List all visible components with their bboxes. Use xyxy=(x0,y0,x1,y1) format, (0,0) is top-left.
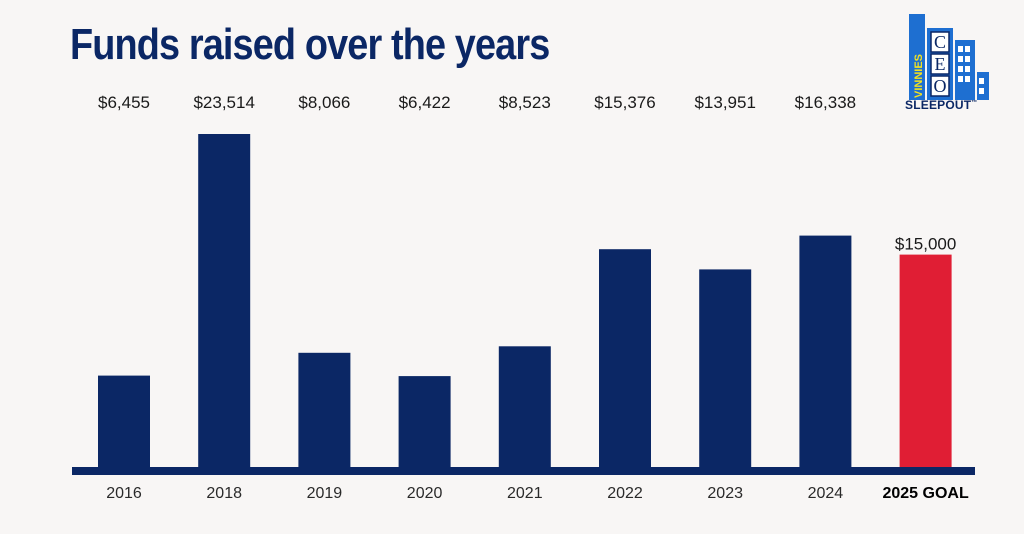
logo-windows xyxy=(958,46,984,94)
logo-letter-e: E xyxy=(935,54,946,74)
logo-letter-box-e xyxy=(930,53,950,75)
logo-letter-c: C xyxy=(934,32,946,52)
vinnies-ceo-sleepout-logo: C E O VINNIES xyxy=(909,14,989,100)
logo-window xyxy=(965,76,970,82)
bar-value-label: $6,455 xyxy=(98,93,150,112)
bar-value-label: $13,951 xyxy=(694,93,755,112)
goal-tick-label: 2025 GOAL xyxy=(882,485,968,502)
bar xyxy=(198,134,251,467)
bar xyxy=(599,249,651,467)
x-tick-label: 2024 xyxy=(808,485,844,502)
logo-window xyxy=(979,88,984,94)
x-tick-label: 2022 xyxy=(607,485,643,502)
logo-window xyxy=(979,78,984,84)
logo-trademark: ™ xyxy=(971,100,978,106)
logo-window xyxy=(965,56,970,62)
bar-value-label: $15,376 xyxy=(594,93,655,112)
bar xyxy=(799,235,852,467)
x-tick-label: 2019 xyxy=(307,485,343,502)
logo-window xyxy=(958,76,963,82)
bar xyxy=(699,269,752,467)
logo-window xyxy=(965,46,970,52)
logo-wordmark-text: SLEEPOUT xyxy=(905,98,972,112)
bar-value-label: $8,066 xyxy=(298,93,350,112)
logo-window xyxy=(958,56,963,62)
x-tick-label: 2018 xyxy=(206,485,242,502)
bar-value-label: $6,422 xyxy=(399,93,451,112)
logo-building-1 xyxy=(909,14,925,100)
x-axis-baseline xyxy=(72,467,975,475)
logo-vinnies-text: VINNIES xyxy=(913,54,925,98)
bar xyxy=(98,375,150,467)
logo-window xyxy=(958,46,963,52)
x-tick-label: 2021 xyxy=(507,485,543,502)
bar-value-label: $8,523 xyxy=(499,93,551,112)
x-tick-label: 2016 xyxy=(106,485,142,502)
bar xyxy=(398,376,451,467)
goal-value-label: $15,000 xyxy=(895,235,956,254)
logo-letter-o: O xyxy=(934,76,947,96)
bar-value-label: $23,514 xyxy=(193,93,254,112)
bar-value-label: $16,338 xyxy=(795,93,856,112)
goal-bar xyxy=(899,254,952,467)
logo-wordmark: SLEEPOUT™ xyxy=(905,98,995,112)
x-tick-label: 2020 xyxy=(407,485,443,502)
logo-window xyxy=(958,66,963,72)
logo-letter-box-c xyxy=(930,31,950,53)
bar xyxy=(498,346,551,467)
x-tick-label: 2023 xyxy=(707,485,743,502)
logo-window xyxy=(965,66,970,72)
bar xyxy=(298,352,351,467)
logo-letter-box-o xyxy=(930,75,950,97)
chart-title: Funds raised over the years xyxy=(70,20,550,69)
